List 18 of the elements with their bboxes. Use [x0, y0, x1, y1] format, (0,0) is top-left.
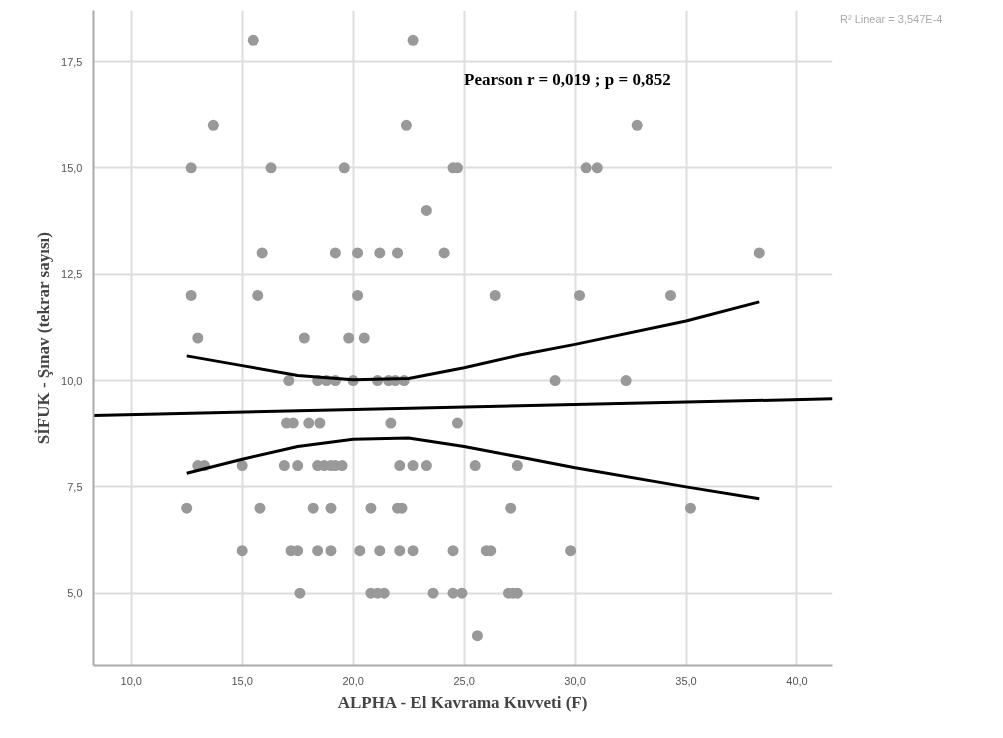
- y-tick-label: 12,5: [61, 268, 83, 281]
- x-tick-label: 15,0: [231, 674, 253, 687]
- line-series: [185, 436, 761, 501]
- x-tick-label: 30,0: [564, 674, 586, 687]
- x-tick-label: 10,0: [120, 674, 142, 687]
- x-tick-label: 20,0: [342, 674, 364, 687]
- y-tick-label: 17,5: [61, 55, 83, 68]
- x-tick-label: 25,0: [453, 674, 475, 687]
- y-tick-label: 15,0: [61, 161, 83, 174]
- annotation: Pearson r = 0,019 ; p = 0,852: [464, 70, 671, 90]
- text: R² Linear = 3,547E-4: [840, 12, 943, 27]
- y-tick-label: 7,5: [67, 480, 83, 493]
- x-tick-label: 35,0: [675, 674, 697, 687]
- x-tick-label: 40,0: [786, 674, 808, 687]
- x-axis-title: ALPHA - El Kavrama Kuvveti (F): [337, 692, 588, 712]
- y-axis-title: SİFUK - Şınav (tekrar sayısı): [34, 232, 54, 445]
- y-tick-label: 10,0: [61, 374, 83, 387]
- y-tick-label: 5,0: [67, 587, 83, 600]
